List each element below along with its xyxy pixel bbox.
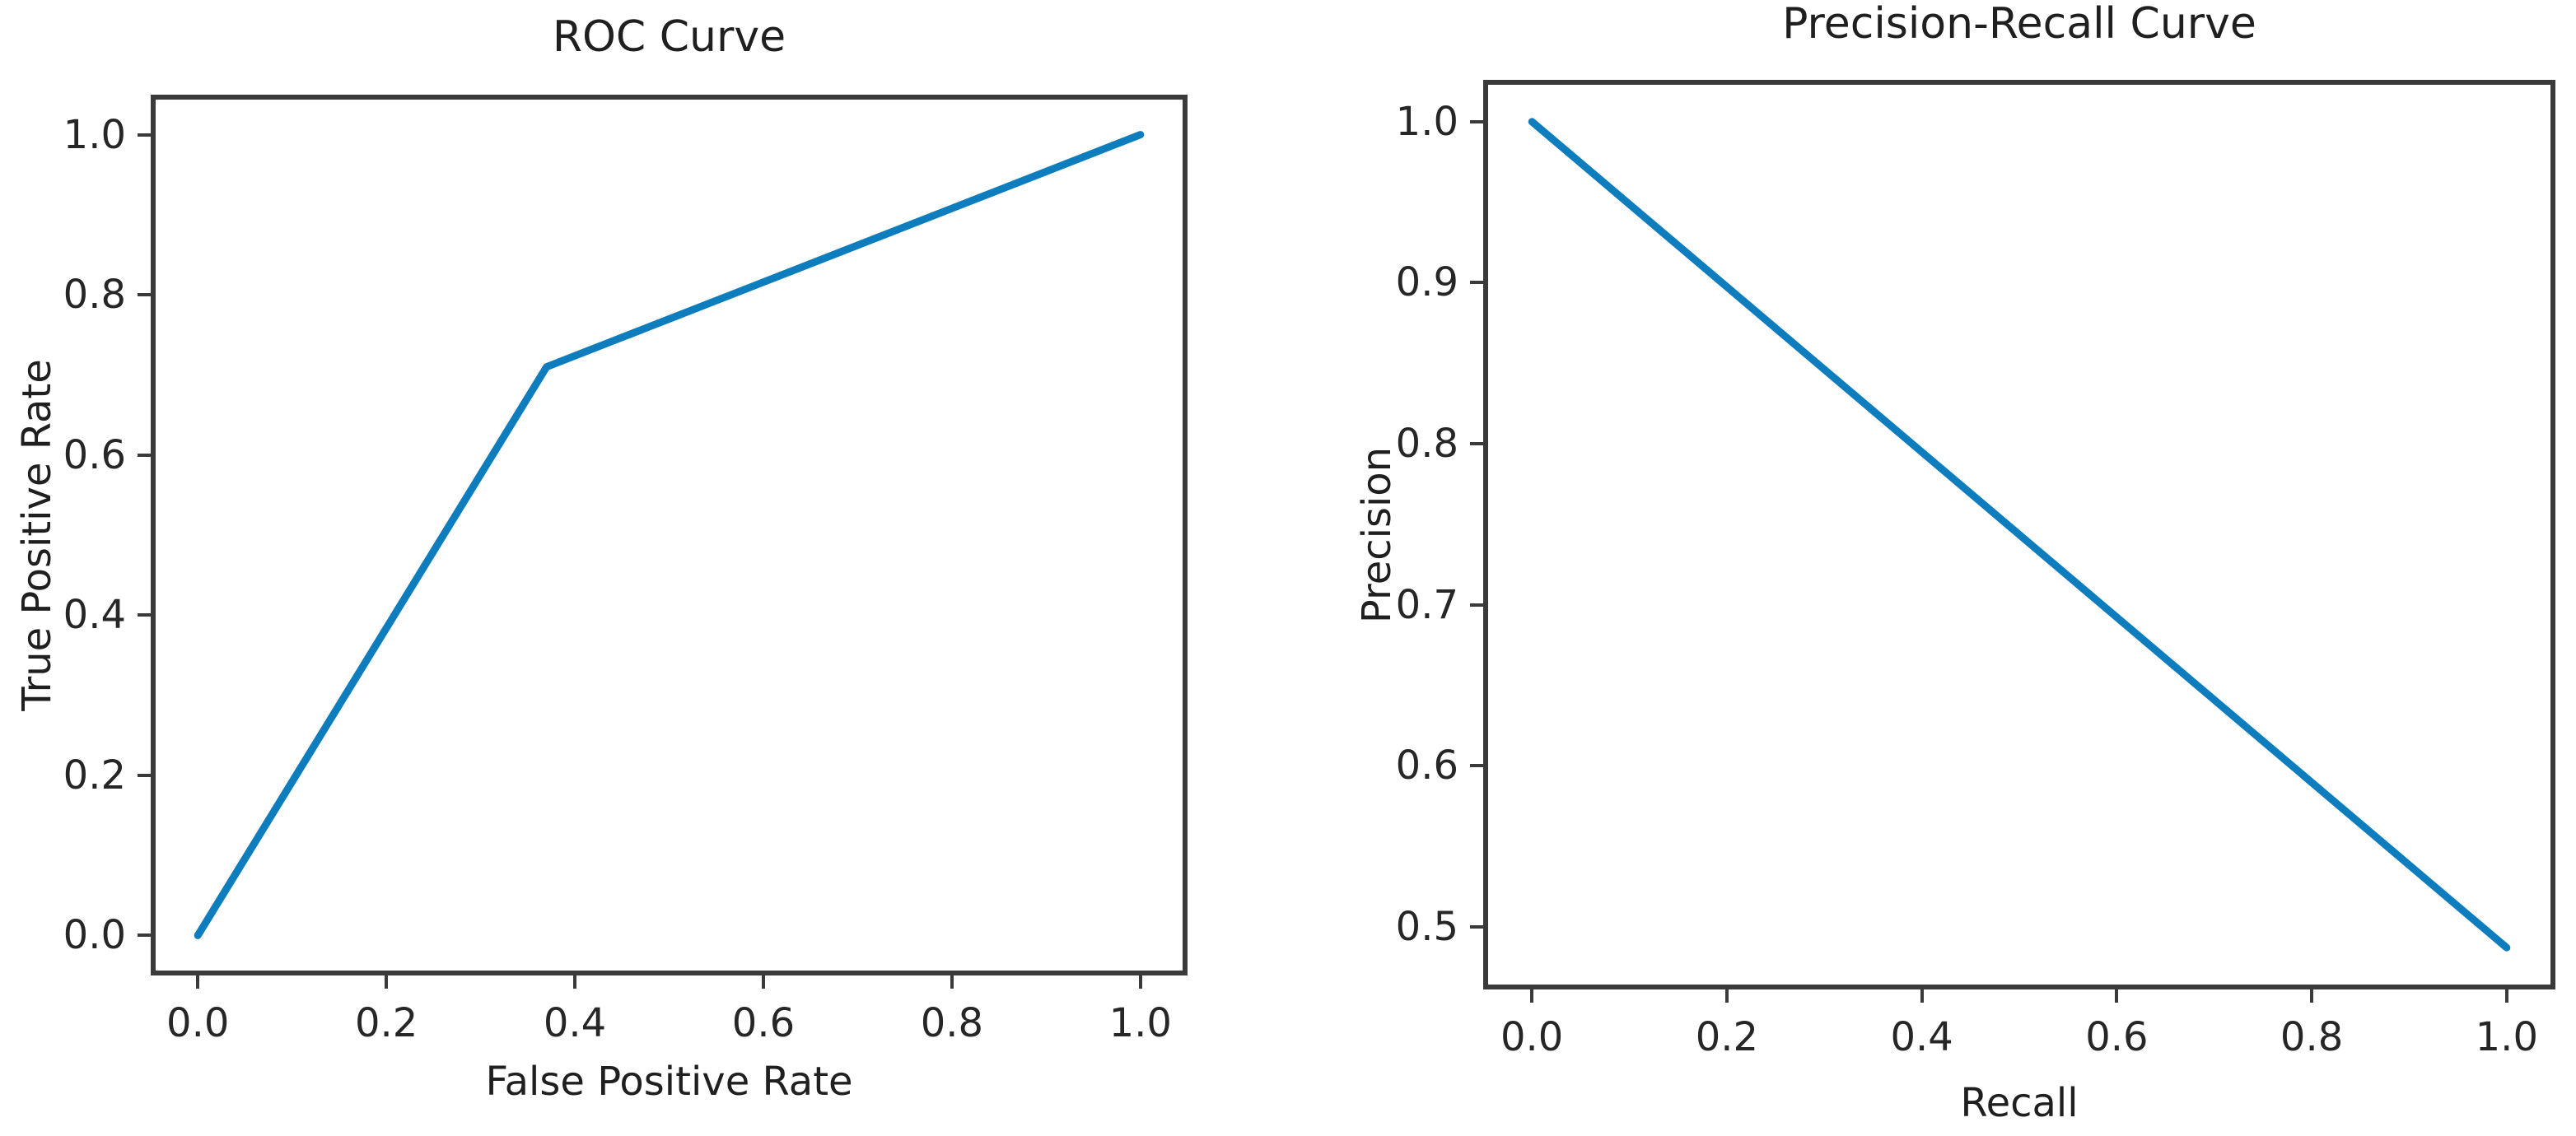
pr-x-tick-label: 0.6 xyxy=(2085,1014,2149,1060)
roc-plot-area xyxy=(151,95,1188,975)
pr-y-tick-mark xyxy=(1470,119,1483,123)
roc-x-tick-label: 0.2 xyxy=(354,1000,418,1046)
pr-x-tick-label: 0.0 xyxy=(1500,1014,1564,1060)
roc-y-tick-label: 1.0 xyxy=(63,111,126,158)
roc-y-tick-label: 0.8 xyxy=(63,272,126,319)
pr-y-tick-label: 0.5 xyxy=(1395,903,1458,950)
roc-line-svg xyxy=(194,131,1145,939)
pr-x-tick-mark xyxy=(2310,989,2314,1003)
pr-y-tick-label: 0.8 xyxy=(1395,421,1458,467)
pr-x-tick-mark xyxy=(2504,989,2508,1003)
roc-x-tick-mark xyxy=(196,975,200,989)
pr-x-tick-mark xyxy=(2115,989,2119,1003)
pr-x-tick-mark xyxy=(1724,989,1729,1003)
pr-x-tick-mark xyxy=(1530,989,1534,1003)
pr-y-tick-label: 0.9 xyxy=(1395,259,1458,306)
roc-y-tick-mark xyxy=(138,133,151,137)
roc-y-tick-label: 0.2 xyxy=(63,752,126,798)
roc-x-tick-label: 1.0 xyxy=(1108,1000,1172,1046)
roc-x-tick-label: 0.6 xyxy=(731,1000,796,1046)
pr-x-tick-label: 1.0 xyxy=(2475,1014,2538,1060)
roc-x-tick-label: 0.8 xyxy=(920,1000,984,1046)
pr-x-axis-label: Recall xyxy=(1960,1080,2079,1126)
roc-y-tick-mark xyxy=(138,293,151,297)
roc-x-tick-mark xyxy=(385,975,389,989)
pr-x-tick-label: 0.4 xyxy=(1890,1014,1953,1060)
roc-x-tick-label: 0.4 xyxy=(543,1000,607,1046)
roc-y-tick-label: 0.4 xyxy=(63,592,126,639)
pr-y-tick-label: 0.7 xyxy=(1395,581,1458,628)
pr-y-tick-mark xyxy=(1470,281,1483,285)
roc-x-tick-mark xyxy=(1138,975,1142,989)
roc-y-tick-label: 0.0 xyxy=(63,912,126,959)
pr-chart-title: Precision-Recall Curve xyxy=(1782,0,2256,49)
pr-y-tick-label: 1.0 xyxy=(1395,98,1458,145)
roc-x-tick-label: 0.0 xyxy=(166,1000,230,1046)
roc-x-tick-mark xyxy=(761,975,765,989)
roc-x-tick-mark xyxy=(573,975,577,989)
roc-y-tick-mark xyxy=(138,933,151,938)
pr-line xyxy=(1528,118,2511,952)
pr-x-tick-label: 0.8 xyxy=(2280,1014,2344,1060)
pr-plot-area xyxy=(1483,80,2555,989)
pr-line-svg xyxy=(1528,118,2511,952)
roc-x-axis-label: False Positive Rate xyxy=(485,1059,853,1105)
roc-chart-title: ROC Curve xyxy=(552,12,786,62)
pr-y-tick-mark xyxy=(1470,924,1483,929)
pr-x-tick-mark xyxy=(1920,989,1924,1003)
roc-y-tick-label: 0.6 xyxy=(63,431,126,478)
pr-y-tick-mark xyxy=(1470,442,1483,445)
roc-y-tick-mark xyxy=(138,453,151,457)
pr-x-tick-label: 0.2 xyxy=(1695,1014,1759,1060)
roc-y-tick-mark xyxy=(138,773,151,777)
roc-line xyxy=(194,131,1145,939)
pr-y-tick-mark xyxy=(1470,603,1483,607)
roc-y-tick-mark xyxy=(138,613,151,617)
pr-y-tick-label: 0.6 xyxy=(1395,743,1458,789)
roc-x-tick-mark xyxy=(950,975,954,989)
pr-y-tick-mark xyxy=(1470,764,1483,768)
